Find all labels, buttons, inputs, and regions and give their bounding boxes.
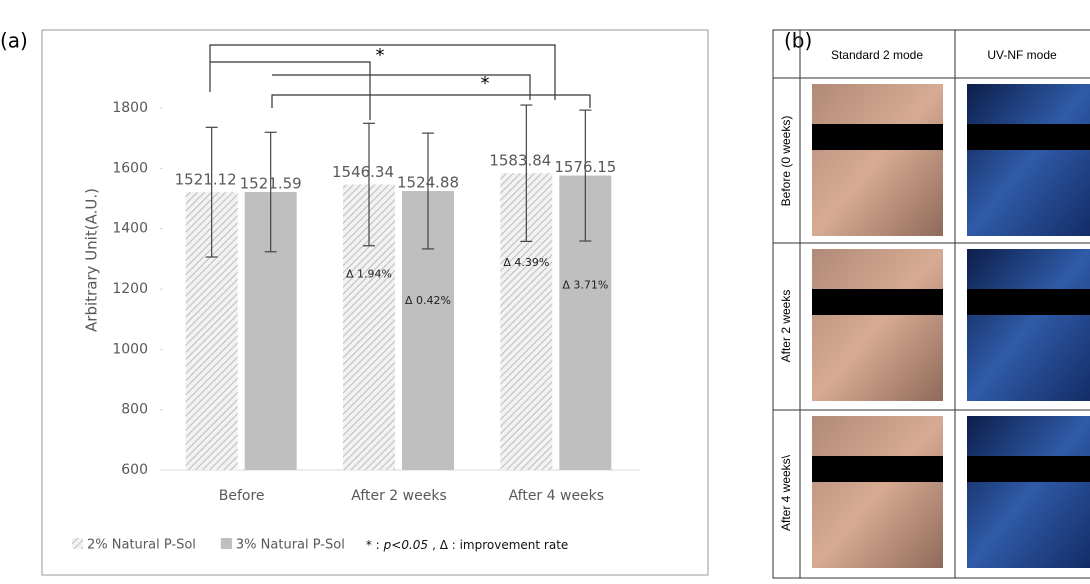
- y-tick-label: 600: [121, 462, 148, 478]
- photo: [812, 249, 943, 401]
- y-axis-label: Arbitrary Unit(A.U.): [83, 188, 101, 332]
- x-tick-label: After 4 weeks: [509, 488, 605, 504]
- improvement-label: Δ 4.39%: [503, 256, 549, 269]
- significance-label: *: [376, 45, 385, 66]
- x-tick-label: After 2 weeks: [351, 488, 447, 504]
- panel-label: (b): [784, 29, 812, 53]
- legend-label: 2% Natural P-Sol: [87, 538, 196, 553]
- figure: (a) Arbitrary Unit(A.U.) * * (b) Standar…: [0, 0, 1090, 580]
- footnote-part: * :: [366, 538, 380, 552]
- column-header: UV-NF mode: [987, 48, 1057, 62]
- photo: [812, 416, 943, 568]
- legend-swatch: [72, 538, 83, 549]
- row-header: Before (0 weeks): [779, 116, 793, 207]
- value-label: 1521.59: [240, 175, 302, 193]
- value-label: 1524.88: [397, 174, 459, 192]
- privacy-bar: [812, 456, 943, 482]
- image-grid: Standard 2 mode UV-NF mode Before (0 weeks…: [773, 30, 1090, 578]
- legend-swatch: [221, 538, 232, 549]
- y-tick-label: 1200: [112, 281, 148, 297]
- y-tick-label: 800: [121, 402, 148, 418]
- panel-label: (a): [0, 29, 28, 53]
- value-label: 1521.12: [175, 171, 237, 189]
- y-tick-label: 1400: [112, 221, 148, 237]
- improvement-label: Δ 0.42%: [405, 294, 451, 307]
- privacy-bar: [812, 289, 943, 315]
- value-label: 1576.15: [554, 158, 616, 176]
- y-tick-label: 1800: [112, 100, 148, 116]
- improvement-label: Δ 3.71%: [562, 279, 608, 292]
- value-label: 1546.34: [332, 163, 394, 181]
- footnote-part: p<0.05: [383, 538, 428, 552]
- row-header: After 2 weeks: [779, 290, 793, 363]
- significance-label: *: [481, 73, 490, 94]
- legend-label: 3% Natural P-Sol: [236, 538, 345, 553]
- privacy-bar: [967, 124, 1090, 150]
- x-tick-label: Before: [219, 488, 265, 504]
- row-header: After 4 weeks\: [779, 454, 793, 531]
- value-label: 1583.84: [489, 152, 551, 170]
- footnote-part: , Δ : improvement rate: [432, 538, 568, 552]
- improvement-label: Δ 1.94%: [346, 268, 392, 281]
- y-tick-label: 1600: [112, 160, 148, 176]
- photo: [812, 84, 943, 236]
- privacy-bar: [967, 456, 1090, 482]
- privacy-bar: [967, 289, 1090, 315]
- photo: [967, 249, 1090, 401]
- column-header: Standard 2 mode: [831, 48, 923, 62]
- significance-brackets: [210, 45, 590, 120]
- footnote: * :p<0.05 , Δ : improvement rate: [366, 538, 568, 552]
- page: (a) Arbitrary Unit(A.U.) * * (b) Standar…: [0, 0, 1090, 580]
- photo: [967, 416, 1090, 568]
- privacy-bar: [812, 124, 943, 150]
- y-tick-label: 1000: [112, 341, 148, 357]
- photo: [967, 84, 1090, 236]
